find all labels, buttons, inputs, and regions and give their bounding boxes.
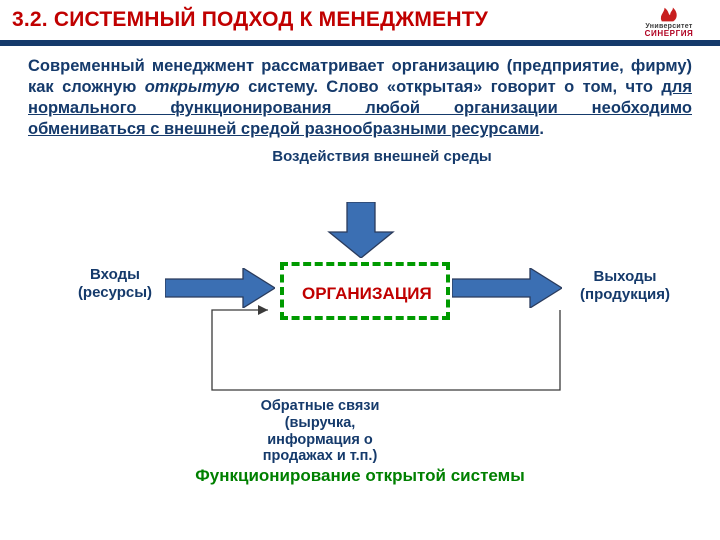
flame-icon — [655, 5, 683, 23]
para-post: . — [539, 120, 544, 138]
fb-l4: продажах и т.п.) — [263, 448, 378, 464]
para-mid: систему. Слово «открытая» говорит о том,… — [240, 78, 662, 96]
diagram-caption: Функционирование открытой системы — [170, 466, 550, 486]
logo-line2: СИНЕРГИЯ — [645, 30, 694, 38]
brand-logo: Университет СИНЕРГИЯ — [634, 4, 704, 38]
page-title: 3.2. СИСТЕМНЫЙ ПОДХОД К МЕНЕДЖМЕНТУ — [12, 8, 488, 32]
fb-l2: (выручка, — [285, 415, 356, 431]
feedback-label: Обратные связи (выручка, информация о пр… — [240, 398, 400, 465]
header-band: 3.2. СИСТЕМНЫЙ ПОДХОД К МЕНЕДЖМЕНТУ Унив… — [0, 0, 720, 46]
fb-l1: Обратные связи — [261, 398, 380, 414]
open-system-diagram: Воздействия внешней среды Входы (ресурсы… — [0, 140, 720, 500]
para-italic: открытую — [145, 78, 240, 96]
fb-l3: информация о — [267, 432, 372, 448]
intro-paragraph: Современный менеджмент рассматривает орг… — [0, 46, 720, 140]
